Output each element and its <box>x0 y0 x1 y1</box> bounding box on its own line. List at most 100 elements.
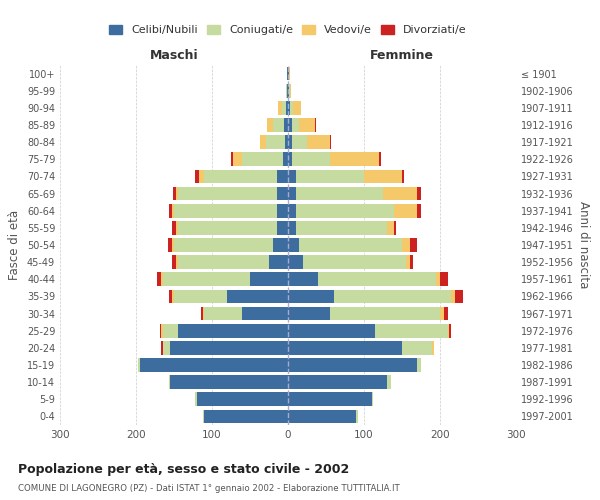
Bar <box>170 341 288 354</box>
Bar <box>292 118 299 132</box>
Bar <box>199 170 205 183</box>
Bar <box>174 290 227 304</box>
Bar <box>330 306 440 320</box>
Bar <box>394 204 417 218</box>
Bar <box>288 101 290 114</box>
Bar <box>205 306 242 320</box>
Bar <box>173 186 176 200</box>
Y-axis label: Fasce di età: Fasce di età <box>8 210 21 280</box>
Bar <box>379 152 381 166</box>
Bar <box>161 341 163 354</box>
Bar <box>169 204 172 218</box>
Bar <box>288 306 330 320</box>
Bar <box>436 272 440 286</box>
Bar <box>288 84 289 98</box>
Bar <box>233 152 242 166</box>
Text: COMUNE DI LAGONEGRO (PZ) - Dati ISTAT 1° gennaio 2002 - Elaborazione TUTTITALIA.: COMUNE DI LAGONEGRO (PZ) - Dati ISTAT 1°… <box>18 484 400 493</box>
Bar <box>286 84 287 98</box>
Bar <box>176 256 178 269</box>
Bar <box>172 221 176 234</box>
Bar <box>402 170 404 183</box>
Bar <box>287 84 288 98</box>
Bar <box>273 238 288 252</box>
Bar <box>176 186 178 200</box>
Bar <box>288 136 292 149</box>
Bar <box>178 186 277 200</box>
Bar <box>417 204 421 218</box>
Bar <box>394 221 396 234</box>
Bar <box>285 136 288 149</box>
Bar <box>174 238 273 252</box>
Bar <box>284 118 288 132</box>
Bar <box>288 186 296 200</box>
Bar <box>433 341 434 354</box>
Bar <box>288 410 356 424</box>
Bar <box>288 290 334 304</box>
Bar <box>157 272 161 286</box>
Bar <box>160 324 161 338</box>
Bar <box>197 392 288 406</box>
Bar <box>172 204 174 218</box>
Bar <box>288 152 292 166</box>
Bar <box>203 306 205 320</box>
Bar <box>296 170 364 183</box>
Bar <box>440 272 448 286</box>
Bar <box>449 324 451 338</box>
Bar <box>172 238 174 252</box>
Bar <box>451 290 455 304</box>
Bar <box>205 170 277 183</box>
Text: Popolazione per età, sesso e stato civile - 2002: Popolazione per età, sesso e stato civil… <box>18 462 349 475</box>
Bar <box>172 290 174 304</box>
Bar <box>163 324 178 338</box>
Bar <box>283 152 288 166</box>
Bar <box>288 358 417 372</box>
Bar <box>289 66 290 80</box>
Bar <box>288 204 296 218</box>
Bar <box>387 376 391 389</box>
Bar <box>376 324 448 338</box>
Bar <box>174 204 277 218</box>
Bar <box>277 186 288 200</box>
Bar <box>242 152 283 166</box>
Bar <box>250 272 288 286</box>
Bar <box>293 101 301 114</box>
Bar <box>266 136 285 149</box>
Bar <box>455 290 463 304</box>
Bar <box>288 324 376 338</box>
Text: Maschi: Maschi <box>149 48 199 62</box>
Bar <box>170 376 288 389</box>
Bar <box>195 170 199 183</box>
Text: Femmine: Femmine <box>370 48 434 62</box>
Bar <box>260 136 266 149</box>
Bar <box>448 324 449 338</box>
Bar <box>406 256 410 269</box>
Bar <box>286 101 288 114</box>
Bar <box>242 306 288 320</box>
Bar <box>205 410 288 424</box>
Bar <box>169 376 170 389</box>
Bar <box>288 238 299 252</box>
Bar <box>288 272 319 286</box>
Bar <box>364 170 402 183</box>
Bar <box>288 170 296 183</box>
Bar <box>161 272 163 286</box>
Bar <box>330 136 331 149</box>
Bar <box>288 66 289 80</box>
Bar <box>178 256 269 269</box>
Bar <box>387 221 394 234</box>
Bar <box>371 392 373 406</box>
Bar <box>163 341 170 354</box>
Bar <box>303 256 406 269</box>
Bar <box>161 324 163 338</box>
Bar <box>402 341 433 354</box>
Bar <box>290 84 291 98</box>
Bar <box>140 358 288 372</box>
Bar <box>307 136 330 149</box>
Bar <box>178 221 277 234</box>
Bar <box>299 118 314 132</box>
Y-axis label: Anni di nascita: Anni di nascita <box>577 202 590 288</box>
Bar <box>288 256 303 269</box>
Bar <box>287 66 288 80</box>
Bar <box>410 256 413 269</box>
Bar <box>273 118 284 132</box>
